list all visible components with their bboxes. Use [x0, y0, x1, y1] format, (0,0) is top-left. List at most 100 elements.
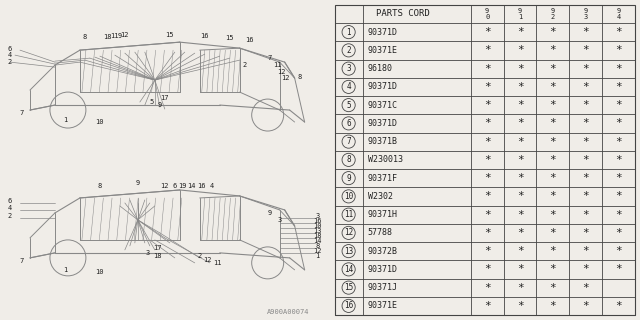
Text: *: *: [550, 264, 556, 274]
Text: 8: 8: [298, 74, 302, 80]
Text: 90371H: 90371H: [367, 210, 397, 219]
Text: 5: 5: [150, 99, 154, 105]
Text: 18: 18: [154, 253, 162, 259]
Text: 14: 14: [188, 183, 196, 189]
Text: *: *: [582, 173, 589, 183]
Text: *: *: [615, 210, 622, 220]
Text: 13: 13: [344, 247, 353, 256]
Text: 9
2: 9 2: [551, 8, 555, 20]
Text: 14: 14: [344, 265, 353, 274]
Text: 11: 11: [111, 33, 119, 39]
Text: 10: 10: [314, 223, 322, 229]
Text: *: *: [615, 100, 622, 110]
Text: 9: 9: [136, 180, 140, 186]
Text: 19: 19: [179, 183, 187, 189]
Text: 90371J: 90371J: [367, 283, 397, 292]
Text: 10: 10: [344, 192, 353, 201]
Text: 17: 17: [161, 95, 169, 101]
Text: *: *: [615, 64, 622, 74]
Text: *: *: [516, 64, 524, 74]
Text: *: *: [516, 82, 524, 92]
Text: W230013: W230013: [367, 156, 403, 164]
Text: *: *: [550, 137, 556, 147]
Text: 15: 15: [166, 32, 174, 38]
Text: 11: 11: [273, 62, 282, 68]
Text: *: *: [550, 118, 556, 128]
Text: 17: 17: [154, 245, 162, 251]
Text: *: *: [582, 137, 589, 147]
Text: 4: 4: [210, 183, 214, 189]
Text: 9: 9: [118, 33, 122, 39]
Text: *: *: [582, 100, 589, 110]
Text: *: *: [550, 64, 556, 74]
Text: *: *: [484, 100, 491, 110]
Text: 90371D: 90371D: [367, 265, 397, 274]
Text: W2302: W2302: [367, 192, 393, 201]
Text: 2: 2: [243, 62, 247, 68]
Text: *: *: [550, 301, 556, 311]
Text: *: *: [484, 137, 491, 147]
Text: 16: 16: [314, 218, 322, 224]
Text: 1: 1: [63, 117, 67, 123]
Text: 10: 10: [95, 269, 104, 275]
Text: 96180: 96180: [367, 64, 393, 73]
Text: 7: 7: [20, 110, 24, 116]
Text: *: *: [582, 64, 589, 74]
Text: *: *: [582, 27, 589, 37]
Text: 57788: 57788: [367, 228, 393, 237]
Text: *: *: [615, 155, 622, 165]
Text: 18: 18: [104, 34, 112, 40]
Text: 6: 6: [346, 119, 351, 128]
Text: 9
4: 9 4: [616, 8, 621, 20]
Text: 5: 5: [346, 100, 351, 110]
Text: *: *: [516, 191, 524, 201]
Text: 2: 2: [198, 253, 202, 259]
Text: 12: 12: [314, 248, 322, 254]
Text: 90371F: 90371F: [367, 174, 397, 183]
Text: *: *: [582, 82, 589, 92]
Text: 15: 15: [225, 35, 234, 41]
Text: 90371E: 90371E: [367, 301, 397, 310]
Text: *: *: [516, 155, 524, 165]
Text: *: *: [484, 173, 491, 183]
Text: 9: 9: [157, 102, 162, 108]
Text: *: *: [582, 264, 589, 274]
Text: *: *: [615, 137, 622, 147]
Text: *: *: [484, 82, 491, 92]
Text: 12: 12: [277, 69, 286, 75]
Text: *: *: [550, 100, 556, 110]
Text: 16: 16: [198, 183, 206, 189]
Text: *: *: [484, 264, 491, 274]
Text: 90371D: 90371D: [367, 119, 397, 128]
Text: *: *: [550, 283, 556, 292]
Text: *: *: [550, 228, 556, 238]
Text: *: *: [484, 283, 491, 292]
Text: 1: 1: [316, 253, 320, 259]
Text: PARTS CORD: PARTS CORD: [376, 10, 429, 19]
Text: *: *: [516, 173, 524, 183]
Text: 6: 6: [173, 183, 177, 189]
Text: *: *: [550, 82, 556, 92]
Text: 7: 7: [268, 55, 272, 61]
Text: 9: 9: [268, 210, 272, 216]
Text: *: *: [484, 45, 491, 55]
Text: *: *: [615, 173, 622, 183]
Text: 3: 3: [316, 213, 320, 219]
Text: *: *: [582, 155, 589, 165]
Text: *: *: [550, 210, 556, 220]
Text: *: *: [582, 45, 589, 55]
Text: 14: 14: [314, 238, 322, 244]
Text: *: *: [550, 27, 556, 37]
Text: *: *: [516, 283, 524, 292]
Text: 4: 4: [8, 205, 12, 211]
Text: A900A00074: A900A00074: [267, 309, 310, 315]
Text: *: *: [550, 246, 556, 256]
Text: 11: 11: [214, 260, 222, 266]
Text: 8: 8: [83, 34, 87, 40]
Text: 8: 8: [98, 183, 102, 189]
Text: *: *: [615, 82, 622, 92]
Text: 16: 16: [246, 37, 254, 43]
Text: *: *: [615, 301, 622, 311]
Text: *: *: [516, 301, 524, 311]
Text: *: *: [582, 191, 589, 201]
